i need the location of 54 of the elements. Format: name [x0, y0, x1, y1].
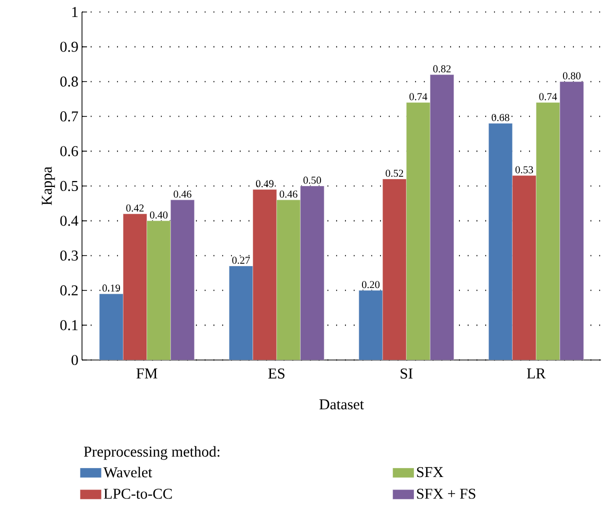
y-axis-title: Kappa	[42, 166, 55, 206]
bar	[123, 214, 147, 360]
y-tick-label: 0.3	[60, 250, 78, 261]
data-label: 0.74	[539, 93, 558, 100]
bar	[276, 200, 300, 360]
bar	[488, 123, 512, 360]
bar	[382, 178, 406, 360]
data-label: 0.50	[303, 176, 322, 184]
data-label: 0.46	[280, 190, 298, 198]
legend-label: SFX + FS	[417, 488, 476, 499]
y-tick-label: 1	[72, 7, 78, 17]
legend-label: LPC-to-CC	[104, 488, 172, 499]
y-tick-label: 0.9	[60, 42, 78, 52]
y-tick-label: 0.1	[60, 320, 78, 330]
data-label: 0.82	[433, 65, 451, 72]
data-label: 0.53	[515, 166, 534, 174]
x-tick-label: FM	[136, 368, 158, 378]
bar	[512, 175, 536, 360]
bar	[358, 290, 383, 360]
data-label: 0.68	[492, 114, 510, 122]
data-label: 0.49	[256, 180, 274, 188]
y-tick-label: 0.8	[60, 76, 78, 87]
x-axis-title: Dataset	[319, 399, 364, 410]
data-label: 0.19	[102, 284, 120, 292]
bar	[99, 294, 124, 360]
y-tick-label: 0.2	[60, 285, 78, 296]
bar	[229, 266, 253, 360]
bar	[536, 102, 560, 360]
bar	[252, 189, 277, 360]
data-label: 0.74	[409, 93, 428, 100]
data-label: 0.52	[386, 170, 404, 177]
data-label: 0.27	[232, 256, 250, 264]
data-label: 0.46	[174, 190, 192, 198]
bar	[170, 200, 194, 360]
data-label: 0.80	[562, 72, 581, 80]
y-tick-label: 0.4	[60, 216, 78, 226]
bar	[430, 74, 454, 360]
data-label: 0.20	[362, 281, 380, 288]
bar	[560, 82, 584, 360]
legend-label: SFX	[417, 467, 444, 478]
y-tick-label: 0.5	[60, 180, 78, 192]
x-tick-label: SI	[400, 368, 413, 379]
bar	[146, 220, 171, 360]
y-tick-label: 0	[72, 354, 78, 366]
data-label: 0.42	[126, 204, 144, 212]
y-tick-label: 0.6	[60, 146, 78, 156]
y-tick-label: 0.7	[60, 111, 78, 122]
x-tick-label: ES	[268, 368, 284, 379]
bar	[300, 186, 324, 360]
legend-title: Preprocessing method:	[84, 446, 220, 460]
x-tick-label: LR	[526, 368, 546, 378]
data-label: 0.40	[150, 211, 168, 219]
legend-label: Wavelet	[103, 466, 152, 478]
bar	[406, 102, 430, 360]
